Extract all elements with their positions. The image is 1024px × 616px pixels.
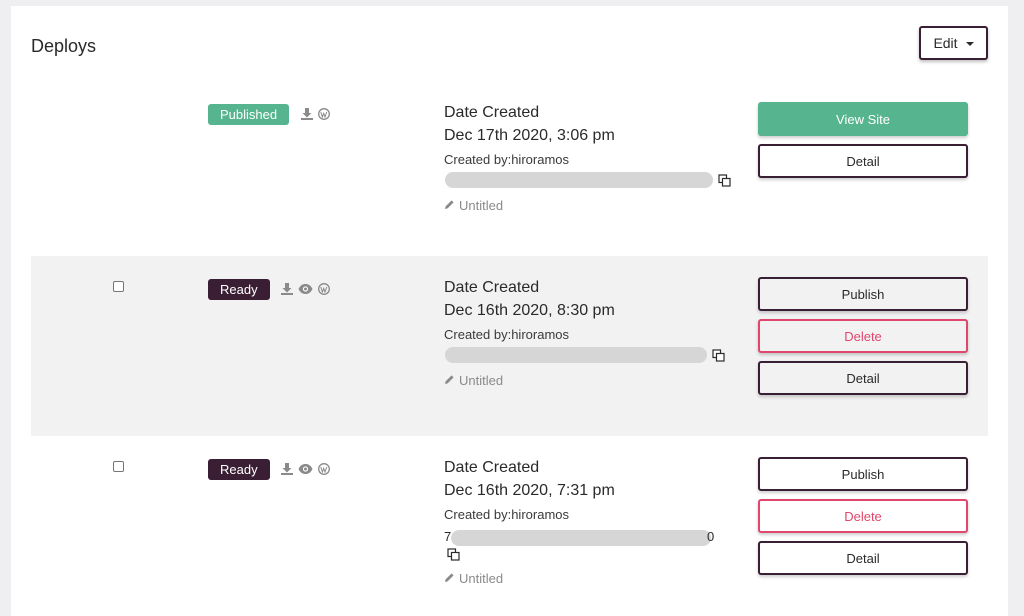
deploy-url[interactable] bbox=[451, 530, 711, 546]
edit-dropdown-button[interactable]: Edit bbox=[919, 26, 988, 60]
download-icon[interactable] bbox=[281, 282, 293, 300]
detail-button[interactable]: Detail bbox=[758, 144, 968, 178]
delete-button[interactable]: Delete bbox=[758, 319, 968, 353]
publish-button[interactable]: Publish bbox=[758, 457, 968, 491]
date-value: Dec 16th 2020, 8:30 pm bbox=[444, 302, 615, 319]
deploy-row: Ready Date Created Dec 16th 2020, 7:31 p… bbox=[31, 436, 988, 616]
date-label: Date Created bbox=[444, 279, 540, 296]
pencil-icon bbox=[444, 571, 455, 586]
date-label: Date Created bbox=[444, 104, 540, 121]
deploy-title[interactable]: Untitled bbox=[444, 373, 503, 388]
deploy-title[interactable]: Untitled bbox=[444, 198, 503, 213]
deploy-row: Ready Date Created Dec 16th 2020, 8:30 p… bbox=[31, 256, 988, 436]
wordpress-icon[interactable] bbox=[318, 462, 330, 480]
created-by: Created by:hiroramos bbox=[444, 327, 569, 342]
delete-button[interactable]: Delete bbox=[758, 499, 968, 533]
url-suffix: 0 bbox=[707, 529, 715, 544]
wordpress-icon[interactable] bbox=[318, 282, 330, 300]
deploy-title-text: Untitled bbox=[459, 373, 504, 388]
publish-button[interactable]: Publish bbox=[758, 277, 968, 311]
pencil-icon bbox=[444, 198, 455, 213]
view-site-button[interactable]: View Site bbox=[758, 102, 968, 136]
url-prefix: 7 bbox=[444, 529, 452, 544]
select-checkbox[interactable] bbox=[113, 461, 124, 472]
status-badge: Ready bbox=[208, 279, 270, 300]
eye-icon[interactable] bbox=[298, 462, 313, 480]
status-badge: Published bbox=[208, 104, 290, 125]
wordpress-icon[interactable] bbox=[318, 107, 330, 125]
pencil-icon bbox=[444, 373, 455, 388]
edit-label: Edit bbox=[933, 35, 958, 51]
deploy-title-text: Untitled bbox=[459, 198, 504, 213]
deploy-url[interactable] bbox=[445, 347, 707, 363]
date-label: Date Created bbox=[444, 459, 540, 476]
deploy-info: Date Created Dec 16th 2020, 7:31 pm Crea… bbox=[444, 459, 615, 527]
copy-icon[interactable] bbox=[447, 548, 460, 566]
download-icon[interactable] bbox=[301, 107, 313, 125]
page-title: Deploys bbox=[31, 36, 97, 56]
caret-down-icon bbox=[965, 42, 974, 46]
copy-icon[interactable] bbox=[718, 174, 731, 192]
copy-icon[interactable] bbox=[712, 349, 725, 367]
deploy-row: Published Date Created Dec 17th 2020, 3:… bbox=[31, 86, 988, 256]
deploy-title-text: Untitled bbox=[459, 571, 504, 586]
deploys-panel: Deploys Edit Published Date Created Dec … bbox=[11, 6, 1008, 616]
date-value: Dec 17th 2020, 3:06 pm bbox=[444, 127, 615, 144]
detail-button[interactable]: Detail bbox=[758, 541, 968, 575]
date-value: Dec 16th 2020, 7:31 pm bbox=[444, 482, 615, 499]
eye-icon[interactable] bbox=[298, 282, 313, 300]
select-checkbox[interactable] bbox=[113, 281, 124, 292]
download-icon[interactable] bbox=[281, 462, 293, 480]
created-by: Created by:hiroramos bbox=[444, 152, 569, 167]
detail-button[interactable]: Detail bbox=[758, 361, 968, 395]
status-badge: Ready bbox=[208, 459, 270, 480]
deploy-info: Date Created Dec 17th 2020, 3:06 pm Crea… bbox=[444, 104, 615, 172]
deploy-title[interactable]: Untitled bbox=[444, 571, 503, 586]
deploy-info: Date Created Dec 16th 2020, 8:30 pm Crea… bbox=[444, 279, 615, 347]
created-by: Created by:hiroramos bbox=[444, 507, 569, 522]
deploy-url[interactable] bbox=[445, 172, 713, 188]
